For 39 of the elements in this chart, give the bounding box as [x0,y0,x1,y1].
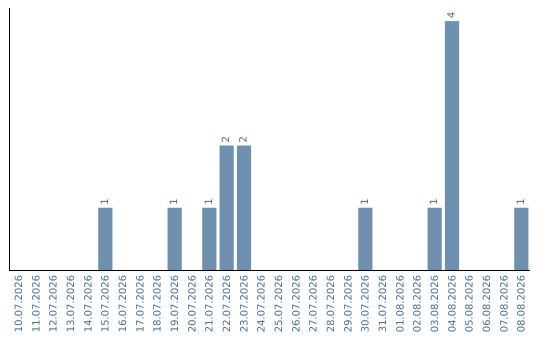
x-tick-label: 02.08.2026 [412,275,424,332]
x-tick-label: 24.07.2026 [256,275,268,332]
x-tick-label: 15.07.2026 [100,275,112,332]
x-tick-label: 03.08.2026 [430,275,441,332]
x-tick-label: 05.08.2026 [464,275,476,332]
x-tick-label: 30.07.2026 [360,275,372,332]
data-label: 1 [204,198,215,205]
x-tick-label: 27.07.2026 [308,275,320,332]
x-tick-label: 11.07.2026 [31,275,42,332]
x-tick-label: 20.07.2026 [187,275,198,332]
x-tick-label: 12.07.2026 [48,275,60,332]
x-tick-label: 28.07.2026 [326,275,337,332]
x-tick-label: 23.07.2026 [239,275,250,332]
x-tick-label: 29.07.2026 [343,275,354,332]
x-tick-label: 25.07.2026 [274,275,285,332]
x-tick-label: 14.07.2026 [83,275,94,332]
x-tick-label: 17.07.2026 [135,275,146,332]
x-tick-label: 01.08.2026 [395,275,406,332]
x-tick-label: 06.08.2026 [482,275,493,332]
data-label: 1 [169,198,180,205]
data-label: 2 [238,136,250,143]
x-tick-label: 22.07.2026 [222,275,233,332]
x-tick-label: 10.07.2026 [14,275,25,332]
x-tick-label: 08.08.2026 [516,275,528,332]
data-label: 1 [360,198,371,205]
data-label: 4 [446,12,458,18]
data-label: 1 [100,198,111,205]
data-label: 1 [429,198,440,205]
x-tick-label: 26.07.2026 [291,275,302,332]
x-tick-label: 21.07.2026 [204,275,216,332]
data-label: 2 [221,136,232,143]
x-tick-label: 31.07.2026 [378,275,389,332]
x-tick-label: 13.07.2026 [66,275,77,332]
data-label: 1 [516,198,527,205]
x-tick-label: 16.07.2026 [118,275,129,332]
x-tick-label: 07.08.2026 [499,275,510,332]
x-tick-label: 19.07.2026 [170,275,181,332]
x-tick-label: 18.07.2026 [152,275,164,332]
x-tick-label: 04.08.2026 [447,275,458,332]
